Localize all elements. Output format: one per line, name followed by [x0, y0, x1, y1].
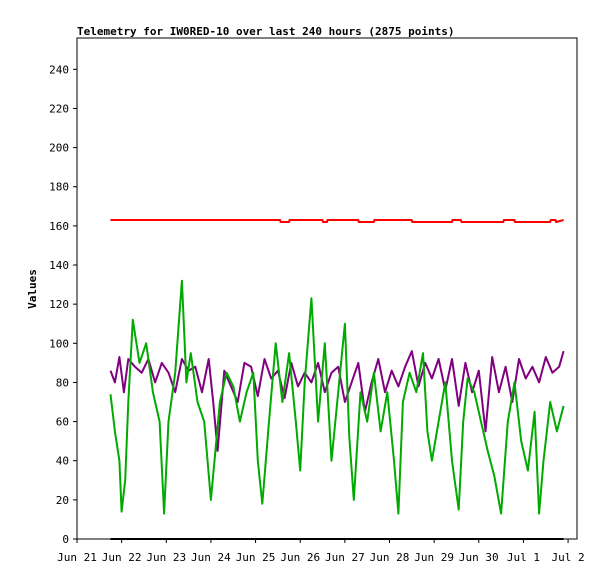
y-tick-label: 160: [49, 220, 69, 233]
x-tick-label: Jun 24: [191, 551, 231, 564]
y-tick-label: 100: [49, 337, 69, 350]
x-tick-label: Jun 28: [370, 551, 410, 564]
x-axis: Jun 21 Jun 22 Jun 23 Jun 24 Jun 25 Jun 26 Jun …: [57, 539, 585, 564]
series-line-3: [109, 279, 565, 515]
series-line-2: [109, 350, 565, 452]
series-line-0: [110, 219, 564, 223]
x-tick-label: Jun 27: [325, 551, 365, 564]
x-tick-label: Jun 22: [102, 551, 142, 564]
x-tick-label: Jun 29: [414, 551, 454, 564]
y-tick-label: 200: [49, 142, 69, 155]
y-tick-label: 120: [49, 298, 69, 311]
y-tick-label: 180: [49, 181, 69, 194]
series-layer: [109, 219, 565, 540]
x-tick-label: Jul 1: [507, 551, 540, 564]
y-axis-label: Values: [26, 269, 39, 309]
y-tick-label: 80: [56, 376, 69, 389]
y-tick-label: 240: [49, 63, 69, 76]
x-tick-label: Jul 2: [552, 551, 585, 564]
x-tick-label: Jun 25: [236, 551, 276, 564]
x-tick-label: Jun 26: [280, 551, 320, 564]
chart-title: Telemetry for IW0RED-10 over last 240 ho…: [77, 25, 455, 38]
y-tick-label: 140: [49, 259, 69, 272]
x-tick-label: Jun 21: [57, 551, 97, 564]
plot-frame: [76, 37, 578, 540]
y-tick-label: 220: [49, 102, 69, 115]
y-tick-label: 40: [56, 455, 69, 468]
y-tick-label: 0: [62, 533, 69, 546]
y-axis: 0 20 40 60 80 100 120 140 160 180 200 220 240: [49, 63, 77, 546]
y-tick-label: 60: [56, 416, 69, 429]
x-tick-label: Jun 23: [146, 551, 186, 564]
y-tick-label: 20: [56, 494, 69, 507]
x-tick-label: Jun 30: [459, 551, 499, 564]
